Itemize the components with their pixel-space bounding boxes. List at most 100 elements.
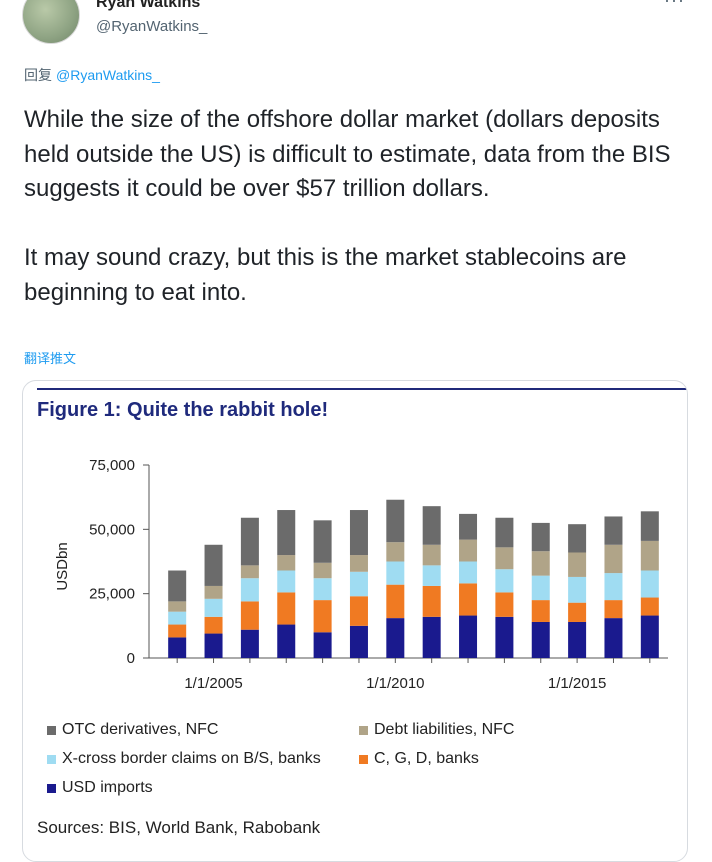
bar-segment bbox=[204, 544, 223, 586]
legend-swatch-otc bbox=[47, 725, 56, 735]
bar-segment bbox=[604, 544, 623, 574]
bar-segment bbox=[640, 511, 659, 541]
legend-label-cross-border: X-cross border claims on B/S, banks bbox=[62, 750, 321, 767]
bar-segment bbox=[168, 611, 187, 625]
bar-segment bbox=[168, 637, 187, 658]
bar-segment bbox=[459, 513, 478, 540]
bar-segment bbox=[349, 625, 368, 658]
bar-segment bbox=[313, 632, 332, 658]
bar-segment bbox=[240, 565, 259, 579]
bar-segment bbox=[568, 524, 587, 553]
bar-segment bbox=[640, 597, 659, 616]
bar-segment bbox=[277, 555, 296, 571]
bar-segment bbox=[459, 539, 478, 562]
y-tick-label: 50,000 bbox=[89, 521, 135, 538]
avatar[interactable] bbox=[22, 0, 80, 44]
reply-line: 回复 @RyanWatkins_ bbox=[24, 65, 160, 85]
bar-segment bbox=[277, 592, 296, 625]
reply-label: 回复 bbox=[24, 67, 52, 83]
bar-segment bbox=[240, 629, 259, 658]
bar-segment bbox=[531, 600, 550, 622]
bar-segment bbox=[386, 542, 405, 562]
bar-segment bbox=[277, 510, 296, 556]
bar-segment bbox=[386, 584, 405, 619]
bar-segment bbox=[422, 585, 441, 617]
bar-segment bbox=[604, 618, 623, 658]
legend-label-otc: OTC derivatives, NFC bbox=[62, 721, 219, 738]
bar-segment bbox=[495, 547, 514, 570]
tweet-text: While the size of the offshore dollar ma… bbox=[24, 106, 671, 306]
bar-segment bbox=[640, 615, 659, 658]
bar-segment bbox=[277, 624, 296, 658]
bar-segment bbox=[240, 578, 259, 602]
legend-label-debt: Debt liabilities, NFC bbox=[374, 721, 515, 738]
bar-segment bbox=[604, 516, 623, 545]
x-tick-label: 1/1/2010 bbox=[366, 675, 424, 692]
bar-segment bbox=[422, 544, 441, 566]
bar-segment bbox=[604, 600, 623, 619]
bar-segment bbox=[204, 633, 223, 658]
bar-segment bbox=[422, 506, 441, 545]
y-axis-label: USDbn bbox=[54, 542, 71, 590]
bar-segment bbox=[495, 569, 514, 593]
legend-label-usd-imports: USD imports bbox=[62, 779, 153, 796]
bar-segment bbox=[168, 624, 187, 638]
y-tick-label: 25,000 bbox=[89, 586, 135, 603]
y-tick-label: 75,000 bbox=[89, 457, 135, 474]
legend-swatch-cgd bbox=[359, 754, 368, 764]
bar-segment bbox=[168, 570, 187, 602]
bar-segment bbox=[531, 575, 550, 601]
legend-item-cross-border: X-cross border claims on B/S, banks bbox=[47, 750, 321, 768]
bar-segment bbox=[313, 600, 332, 633]
bar-segment bbox=[422, 616, 441, 658]
bar-segment bbox=[640, 570, 659, 598]
legend-swatch-debt bbox=[359, 725, 368, 735]
chart-image-card[interactable]: Figure 1: Quite the rabbit hole! 0 25,000… bbox=[22, 380, 688, 862]
bar-segment bbox=[495, 517, 514, 548]
bar-segment bbox=[422, 565, 441, 586]
bar-segment bbox=[459, 561, 478, 584]
translate-tweet-link[interactable]: 翻译推文 bbox=[24, 351, 77, 366]
bar-segment bbox=[277, 570, 296, 593]
bar-segment bbox=[313, 520, 332, 563]
bar-segment bbox=[495, 616, 514, 658]
bar-segment bbox=[640, 540, 659, 571]
bar-segment bbox=[531, 621, 550, 658]
bar-segment bbox=[240, 517, 259, 566]
bar-segment bbox=[531, 551, 550, 576]
bar-segment bbox=[313, 578, 332, 601]
bar-segment bbox=[568, 602, 587, 622]
bar-segment bbox=[204, 598, 223, 617]
figure-title: Figure 1: Quite the rabbit hole! bbox=[37, 399, 329, 421]
bar-segment bbox=[204, 585, 223, 599]
bar-segment bbox=[459, 615, 478, 658]
legend-item-otc: OTC derivatives, NFC bbox=[47, 721, 218, 739]
bar-segment bbox=[495, 592, 514, 617]
x-tick-label: 1/1/2005 bbox=[184, 675, 242, 692]
figure-top-rule bbox=[37, 388, 687, 390]
legend-item-cgd: C, G, D, banks bbox=[359, 750, 479, 768]
legend-label-cgd: C, G, D, banks bbox=[374, 750, 479, 767]
bar-segment bbox=[313, 562, 332, 579]
bar-segment bbox=[386, 499, 405, 543]
reply-mention-link[interactable]: @RyanWatkins_ bbox=[56, 67, 160, 83]
author-handle[interactable]: @RyanWatkins_ bbox=[96, 18, 208, 35]
bar-segment bbox=[386, 618, 405, 658]
bar-segment bbox=[349, 596, 368, 626]
legend-swatch-cross-border bbox=[47, 754, 56, 764]
y-tick-label: 0 bbox=[127, 650, 135, 667]
figure-sources: Sources: BIS, World Bank, Rabobank bbox=[37, 818, 321, 837]
author-name[interactable]: Ryan Watkins bbox=[96, 0, 201, 11]
bar-segment bbox=[349, 510, 368, 556]
bar-segment bbox=[459, 583, 478, 616]
bar-segment bbox=[386, 561, 405, 585]
bar-segment bbox=[349, 571, 368, 597]
bar-segment bbox=[204, 616, 223, 634]
legend-swatch-usd-imports bbox=[47, 783, 56, 793]
bar-segment bbox=[568, 576, 587, 603]
bar-segment bbox=[568, 552, 587, 577]
more-horizontal-icon[interactable]: ··· bbox=[664, 0, 685, 10]
stacked-bar-chart: 0 25,000 50,000 75,000 USDbn 1/1/2005 1/1/2010… bbox=[54, 457, 668, 692]
x-tick-label: 1/1/2015 bbox=[548, 675, 606, 692]
bar-segment bbox=[168, 601, 187, 612]
